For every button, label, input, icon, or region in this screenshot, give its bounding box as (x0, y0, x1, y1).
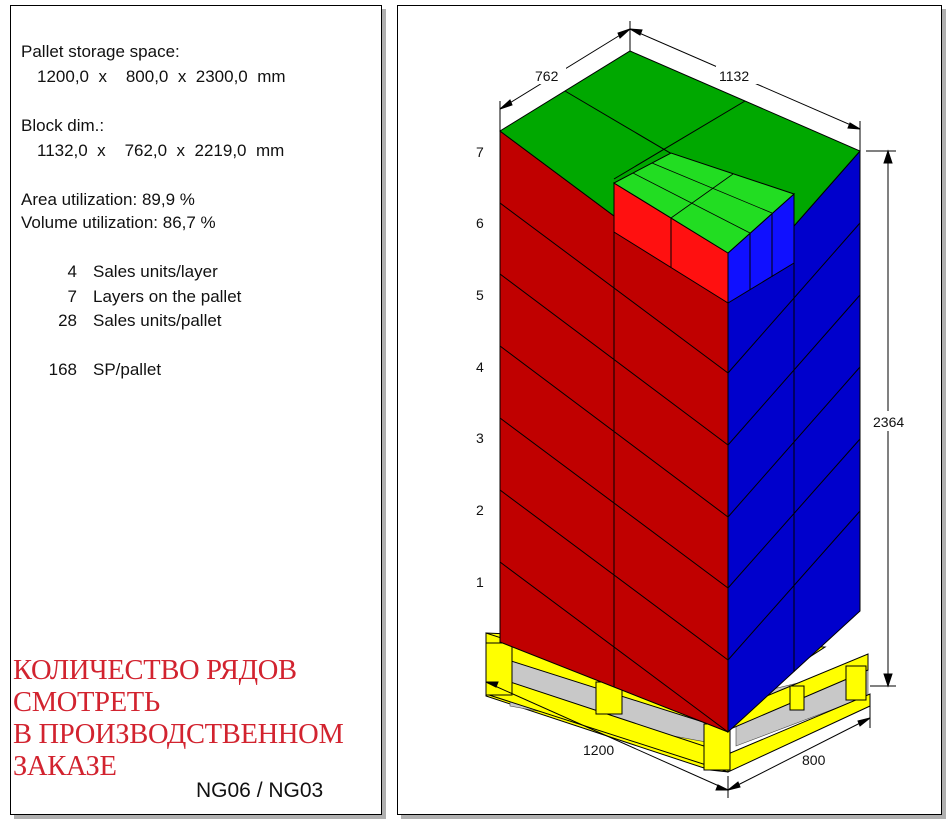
arrowhead (883, 149, 893, 164)
pallet-diagram: 7 6 5 4 3 2 1 (476, 21, 912, 798)
layer-number: 1 (476, 574, 484, 590)
stat-value: 7 (67, 287, 77, 306)
dim-label-1132: 1132 (719, 68, 749, 84)
arrowhead (629, 28, 643, 36)
top-layer-cutout (612, 152, 795, 304)
layer-number: 3 (476, 430, 484, 446)
arrowhead (857, 717, 871, 727)
layer-number: 2 (476, 502, 484, 518)
dim-label-bg (716, 66, 758, 84)
dim-1200-line (485, 681, 729, 791)
arrowhead (847, 122, 861, 130)
layer-numbers: 7 6 5 4 3 2 1 (476, 144, 484, 590)
cutout-top-lines (632, 162, 773, 234)
cutout-top-line (670, 173, 734, 219)
dim-label-2364: 2364 (873, 414, 904, 430)
stamp-line: КОЛИЧЕСТВО РЯДОВ (13, 655, 297, 686)
front-layer-lines (499, 179, 729, 733)
sp-label: SP/pallet (93, 360, 162, 379)
arrowhead (715, 784, 729, 791)
area-utilization: Area utilization: 89,9 % (21, 190, 195, 209)
pallet-storage-title: Pallet storage space: (21, 42, 180, 61)
cutout-top-line (651, 162, 773, 214)
dim-label-bg (872, 411, 912, 431)
dim-label-bg (532, 66, 566, 84)
arrowhead (617, 28, 631, 39)
layer-number: 4 (476, 359, 484, 375)
pallet-storage-dims: 1200,0 x 800,0 x 2300,0 mm (37, 67, 286, 86)
block-dims: 1132,0 x 762,0 x 2219,0 mm (37, 141, 285, 160)
sp-value: 168 (48, 360, 77, 379)
dim-label-762: 762 (535, 68, 559, 84)
stat-value: 4 (67, 262, 77, 281)
dim-label-800: 800 (802, 752, 826, 768)
pallet-block (845, 665, 867, 701)
stat-label: Layers on the pallet (93, 287, 242, 306)
arrowhead (727, 781, 741, 791)
product-code: NG06 / NG03 (196, 779, 324, 802)
pallet-block (703, 723, 731, 771)
arrowhead (485, 681, 499, 688)
stamp-line: В ПРОИЗВОДСТВЕННОМ (13, 719, 344, 750)
layer-number: 6 (476, 215, 484, 231)
stat-value: 28 (58, 311, 77, 330)
arrowhead (883, 673, 893, 688)
layer-number: 7 (476, 144, 484, 160)
side-layer-lines (727, 222, 861, 672)
top-line (613, 100, 746, 180)
stat-label: Sales units/pallet (93, 311, 222, 330)
block-side-face (727, 149, 861, 734)
info-panel: Pallet storage space: 1200,0 x 800,0 x 2… (10, 5, 382, 815)
arrowhead (499, 99, 513, 110)
pallet-block (485, 642, 513, 696)
block-front-face (499, 130, 729, 733)
diagram-panel: 7 6 5 4 3 2 1 (397, 5, 942, 815)
pallet-block (789, 685, 805, 711)
block-dim-title: Block dim.: (21, 116, 105, 135)
layer-number: 5 (476, 287, 484, 303)
stat-label: Sales units/layer (93, 262, 218, 281)
volume-utilization: Volume utilization: 86,7 % (21, 213, 216, 232)
dim-label-1200: 1200 (583, 742, 614, 758)
dim-800-line (727, 717, 871, 791)
stamp-line: ЗАКАЗЕ (13, 751, 117, 782)
stamp-line: СМОТРЕТЬ (13, 687, 160, 718)
